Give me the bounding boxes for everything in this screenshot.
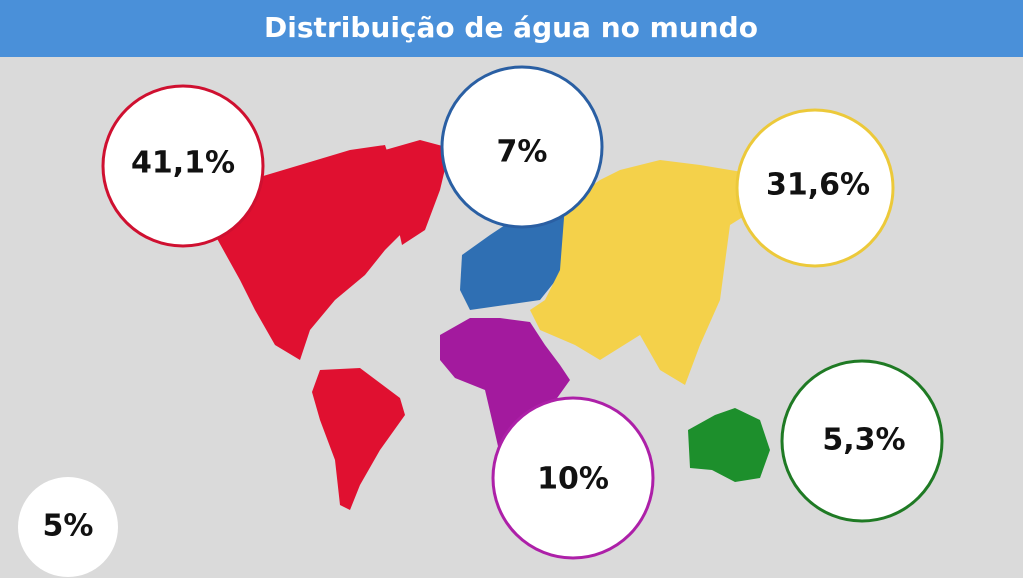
region-percentage: 5%	[43, 509, 94, 544]
asia	[530, 160, 770, 385]
circle-asia	[735, 108, 895, 268]
region-percentage: 7%	[497, 135, 548, 170]
region-percentage: 31,6%	[766, 168, 870, 203]
europe	[460, 195, 590, 310]
circle-africa	[491, 396, 655, 560]
region-circles: 41,1% 7% 31,6% 10% 5,3% 5%	[18, 65, 944, 577]
title: Distribuição de água no mundo	[264, 11, 758, 44]
circle-europe	[440, 65, 604, 229]
greenland	[385, 140, 450, 245]
circle-other	[18, 477, 118, 577]
region-percentage: 5,3%	[822, 423, 905, 458]
region-percentage: 41,1%	[131, 146, 235, 181]
region-percentage: 10%	[537, 462, 609, 497]
circle-oceania	[780, 359, 944, 523]
south-america	[312, 368, 405, 510]
header-bar	[0, 0, 1023, 57]
australia	[688, 408, 770, 482]
circle-north-south-america	[101, 84, 265, 248]
